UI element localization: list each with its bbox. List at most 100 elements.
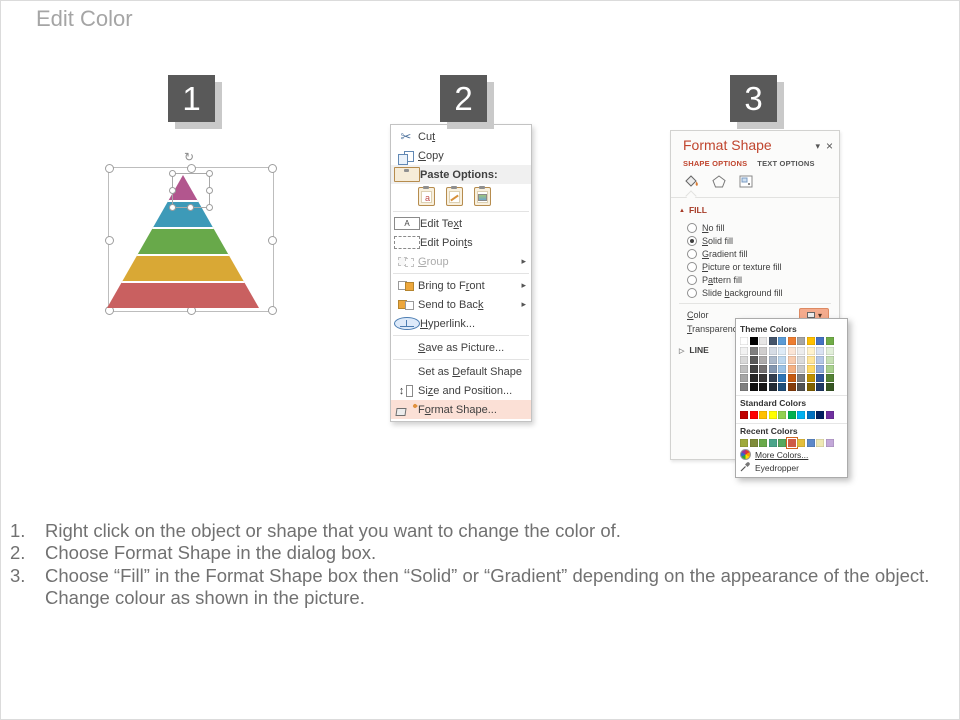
color-swatch[interactable] xyxy=(825,439,834,447)
color-swatch[interactable] xyxy=(787,411,796,419)
resize-handle[interactable] xyxy=(105,235,114,245)
color-swatch[interactable] xyxy=(768,347,777,355)
color-swatch[interactable] xyxy=(816,365,824,373)
color-swatch[interactable] xyxy=(787,374,796,382)
resize-handle[interactable] xyxy=(169,186,176,194)
resize-handle[interactable] xyxy=(268,306,277,315)
paste-as-picture-icon[interactable] xyxy=(474,186,491,206)
radio-button[interactable] xyxy=(687,248,697,259)
color-swatch[interactable] xyxy=(749,439,758,447)
color-swatch[interactable] xyxy=(778,439,786,447)
radio-button[interactable] xyxy=(687,222,697,233)
color-swatch[interactable] xyxy=(778,347,786,355)
color-swatch[interactable] xyxy=(778,374,786,382)
color-swatch[interactable] xyxy=(749,365,758,373)
color-swatch[interactable] xyxy=(797,337,805,345)
color-swatch[interactable] xyxy=(825,411,834,419)
color-swatch[interactable] xyxy=(740,439,748,447)
subshape-selection-box[interactable] xyxy=(169,170,213,211)
more-colors-item[interactable]: More Colors... xyxy=(740,449,843,460)
paste-merge-formatting-icon[interactable] xyxy=(446,186,463,206)
color-swatch[interactable] xyxy=(797,365,805,373)
fill-option-gradient-fill[interactable]: Gradient fill xyxy=(687,247,783,260)
color-swatch[interactable] xyxy=(740,365,748,373)
color-swatch[interactable] xyxy=(759,439,767,447)
color-swatch[interactable] xyxy=(759,356,767,364)
color-swatch[interactable] xyxy=(768,383,777,391)
color-swatch[interactable] xyxy=(787,347,796,355)
resize-handle[interactable] xyxy=(206,204,213,211)
color-swatch[interactable] xyxy=(816,347,824,355)
eyedropper-item[interactable]: Eyedropper xyxy=(740,462,843,473)
resize-handle[interactable] xyxy=(268,164,277,173)
resize-handle[interactable] xyxy=(105,164,114,173)
size-properties-icon[interactable] xyxy=(739,175,753,190)
color-swatch[interactable] xyxy=(787,337,796,345)
resize-handle[interactable] xyxy=(187,204,194,211)
menu-item-edit-text[interactable]: Edit Text xyxy=(391,214,531,233)
line-section-header[interactable]: LINE xyxy=(679,345,708,355)
menu-item-send-to-back[interactable]: Send to Back ▸ xyxy=(391,295,531,314)
color-swatch[interactable] xyxy=(816,356,824,364)
color-swatch[interactable] xyxy=(768,365,777,373)
panel-menu-caret-icon[interactable] xyxy=(815,141,820,152)
color-swatch[interactable] xyxy=(749,356,758,364)
effects-icon[interactable] xyxy=(712,174,726,190)
paste-keep-source-formatting-icon[interactable] xyxy=(418,186,435,206)
rotate-handle-icon[interactable]: ↻ xyxy=(184,150,195,164)
color-swatch[interactable] xyxy=(778,383,786,391)
radio-button[interactable] xyxy=(687,287,697,298)
color-swatch[interactable] xyxy=(749,337,758,345)
resize-handle[interactable] xyxy=(206,170,213,177)
color-swatch[interactable] xyxy=(759,374,767,382)
color-swatch[interactable] xyxy=(787,365,796,373)
color-swatch[interactable] xyxy=(797,383,805,391)
menu-item-edit-points[interactable]: Edit Points xyxy=(391,233,531,252)
color-swatch[interactable] xyxy=(759,411,767,419)
fill-option-pattern-fill[interactable]: Pattern fill xyxy=(687,273,783,286)
color-swatch[interactable] xyxy=(825,337,834,345)
color-swatch[interactable] xyxy=(740,356,748,364)
color-swatch[interactable] xyxy=(797,356,805,364)
resize-handle[interactable] xyxy=(206,186,213,194)
color-swatch[interactable] xyxy=(749,374,758,382)
color-swatch[interactable] xyxy=(768,337,777,345)
menu-item-bring-to-front[interactable]: Bring to Front ▸ xyxy=(391,276,531,295)
menu-item-paste-options[interactable]: Paste Options: xyxy=(391,165,531,184)
color-swatch[interactable] xyxy=(749,411,758,419)
color-swatch[interactable] xyxy=(806,383,815,391)
color-swatch[interactable] xyxy=(778,337,786,345)
color-swatch[interactable] xyxy=(806,365,815,373)
color-swatch[interactable] xyxy=(825,365,834,373)
menu-item-save-as-picture[interactable]: Save as Picture... xyxy=(391,338,531,357)
color-swatch[interactable] xyxy=(759,337,767,345)
color-swatch[interactable] xyxy=(797,411,805,419)
color-swatch[interactable] xyxy=(816,374,824,382)
color-swatch[interactable] xyxy=(778,365,786,373)
color-swatch[interactable] xyxy=(806,337,815,345)
color-swatch[interactable] xyxy=(768,374,777,382)
color-swatch[interactable] xyxy=(749,347,758,355)
resize-handle[interactable] xyxy=(268,235,277,245)
color-swatch[interactable] xyxy=(740,383,748,391)
menu-item-cut[interactable]: Cut xyxy=(391,127,531,146)
color-swatch[interactable] xyxy=(740,411,748,419)
color-swatch[interactable] xyxy=(787,383,796,391)
color-swatch[interactable] xyxy=(825,356,834,364)
color-swatch[interactable] xyxy=(797,347,805,355)
color-swatch[interactable] xyxy=(806,347,815,355)
radio-button[interactable] xyxy=(687,261,697,272)
radio-button[interactable] xyxy=(687,274,697,285)
color-swatch[interactable] xyxy=(787,439,796,447)
color-swatch[interactable] xyxy=(806,356,815,364)
menu-item-set-as-default-shape[interactable]: Set as Default Shape xyxy=(391,362,531,381)
color-swatch[interactable] xyxy=(806,374,815,382)
fill-section-header[interactable]: FILL xyxy=(679,205,707,215)
color-swatch[interactable] xyxy=(740,347,748,355)
fill-option-slide-background-fill[interactable]: Slide background fill xyxy=(687,286,783,299)
menu-item-format-shape[interactable]: Format Shape... xyxy=(391,400,531,419)
resize-handle[interactable] xyxy=(169,204,176,211)
color-swatch[interactable] xyxy=(759,383,767,391)
color-swatch[interactable] xyxy=(816,439,824,447)
shape-selection-box[interactable] xyxy=(105,164,277,315)
